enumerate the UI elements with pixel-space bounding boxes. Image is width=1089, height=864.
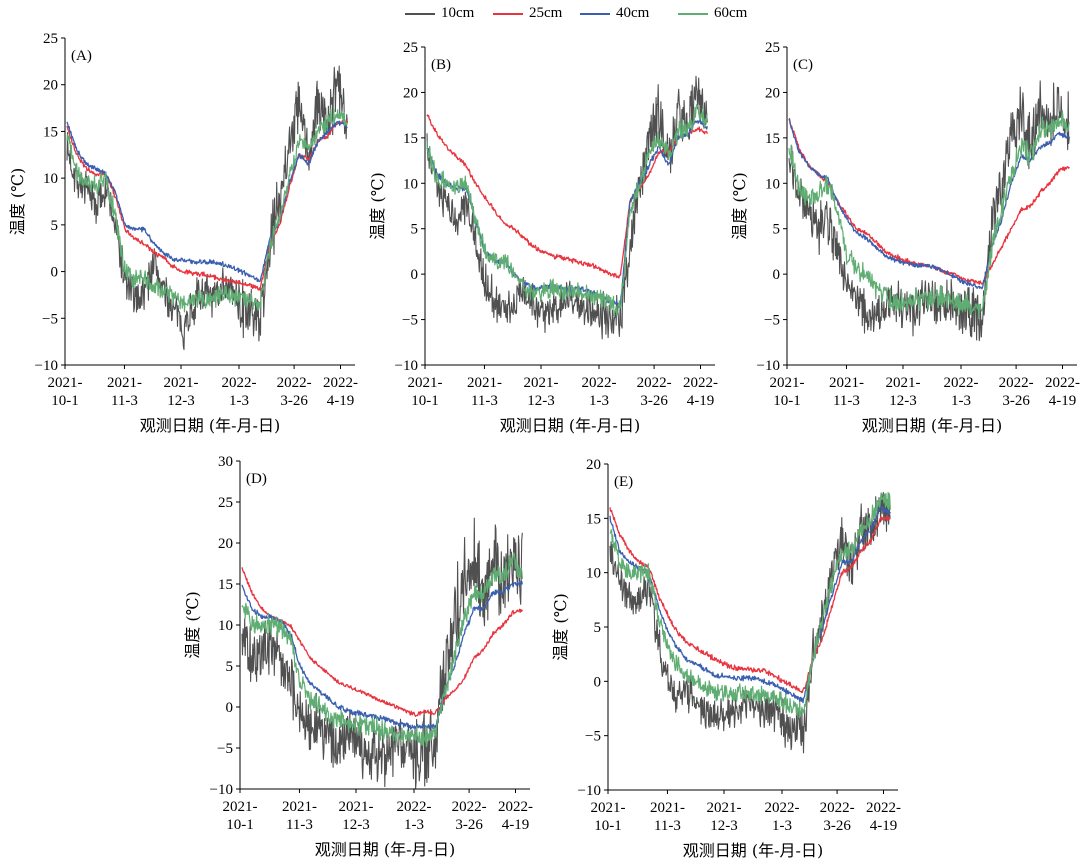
x-tick-label: 2022-1-3 — [222, 375, 257, 409]
x-tick-label: 2022-3-26 — [277, 375, 312, 409]
x-tick-label: 2021-10-1 — [223, 799, 258, 833]
y-tick-label: 0 — [773, 267, 781, 283]
series-line-10cm — [67, 66, 347, 349]
x-tick-label: 2021-11-3 — [282, 799, 317, 833]
x-tick-label: 2021-12-3 — [339, 799, 374, 833]
y-tick-label: 25 — [218, 495, 233, 511]
y-tick-label: 10 — [586, 566, 601, 582]
y-tick-label: 10 — [765, 176, 780, 192]
x-axis-title: 观测日期 (年-月-日) — [315, 840, 455, 859]
series-line-40cm — [610, 507, 890, 703]
x-tick-label: 2021-12-3 — [886, 375, 921, 409]
x-tick-label: 2022-3-26 — [637, 375, 672, 409]
y-tick-label: 0 — [51, 265, 59, 281]
y-tick-label: −5 — [585, 729, 601, 745]
series-line-10cm — [610, 492, 890, 753]
x-tick-label: 2021-10-1 — [591, 800, 626, 834]
series-line-25cm — [610, 507, 890, 692]
x-tick-label: 2022-3-26 — [452, 799, 487, 833]
y-tick-label: 15 — [403, 131, 418, 147]
chart-panel: −10 −5 0 5 10 15 20 25 2021-10-1 2021-11-3 2021-12… — [730, 40, 1080, 435]
y-tick-label: −5 — [217, 741, 233, 757]
y-tick-label: 25 — [43, 31, 58, 47]
panel-label: (D) — [246, 471, 267, 487]
y-tick-label: 0 — [411, 267, 419, 283]
x-tick-label: 2021-11-3 — [467, 375, 502, 409]
x-tick-label: 2021-10-1 — [48, 375, 83, 409]
x-tick-label: 2022-4-19 — [323, 375, 358, 409]
panel-label: (E) — [614, 474, 633, 490]
chart-panel: −10 −5 0 5 10 15 20 25 2021-10-1 2021-11-3 2021-12… — [8, 31, 358, 435]
y-tick-label: 5 — [51, 218, 59, 234]
x-tick-label: 2022-4-19 — [866, 800, 901, 834]
x-axis-title: 观测日期 (年-月-日) — [862, 416, 1002, 435]
panel-label: (A) — [71, 48, 92, 64]
x-tick-label: 2022-1-3 — [582, 375, 617, 409]
y-tick-label: −10 — [210, 782, 233, 798]
y-axis-title: 温度 (℃) — [551, 593, 570, 660]
x-tick-label: 2021-12-3 — [707, 800, 742, 834]
x-tick-label: 2022-4-19 — [1045, 375, 1080, 409]
y-axis-title: 温度 (℃) — [8, 168, 27, 235]
y-tick-label: 20 — [43, 78, 58, 94]
y-tick-label: 5 — [411, 222, 419, 238]
y-tick-label: 15 — [43, 124, 58, 140]
y-tick-label: 15 — [218, 577, 233, 593]
y-tick-label: 0 — [226, 700, 234, 716]
y-axis-title: 温度 (℃) — [730, 172, 749, 239]
y-tick-label: −10 — [757, 358, 780, 374]
x-tick-label: 2021-10-1 — [408, 375, 443, 409]
y-tick-label: −10 — [578, 783, 601, 799]
x-tick-label: 2021-12-3 — [164, 375, 199, 409]
y-tick-label: 20 — [403, 85, 418, 101]
y-tick-label: 20 — [586, 457, 601, 473]
x-tick-label: 2021-11-3 — [650, 800, 685, 834]
y-tick-label: 30 — [218, 454, 233, 470]
y-axis-title: 温度 (℃) — [183, 591, 202, 658]
y-tick-label: 15 — [586, 511, 601, 527]
y-tick-label: 5 — [594, 620, 602, 636]
x-tick-label: 2022-1-3 — [397, 799, 432, 833]
y-tick-label: 0 — [594, 674, 602, 690]
chart-panel: −10 −5 0 5 10 15 20 25 2021-10-1 2021-11-3 2021-12… — [368, 40, 718, 435]
y-tick-label: 10 — [218, 618, 233, 634]
y-tick-label: −10 — [395, 358, 418, 374]
chart-panel: −10 −5 0 5 10 15 20 25 30 2021-10-1 2021-11-3 2021-… — [183, 454, 533, 859]
x-tick-label: 2021-11-3 — [829, 375, 864, 409]
x-tick-label: 2022-3-26 — [820, 800, 855, 834]
x-tick-label: 2021-12-3 — [524, 375, 559, 409]
y-tick-label: 10 — [403, 176, 418, 192]
y-tick-label: 5 — [773, 222, 781, 238]
x-tick-label: 2021-11-3 — [107, 375, 142, 409]
y-tick-label: 25 — [765, 40, 780, 56]
y-tick-label: 5 — [226, 659, 234, 675]
x-axis-title: 观测日期 (年-月-日) — [500, 416, 640, 435]
panel-label: (C) — [793, 57, 813, 73]
y-tick-label: 20 — [765, 85, 780, 101]
series-line-10cm — [427, 76, 707, 339]
y-tick-label: 20 — [218, 536, 233, 552]
y-tick-label: 15 — [765, 131, 780, 147]
panel-label: (B) — [431, 57, 451, 73]
x-axis-title: 观测日期 (年-月-日) — [683, 841, 823, 860]
y-tick-label: −10 — [35, 358, 58, 374]
x-tick-label: 2021-10-1 — [770, 375, 805, 409]
y-tick-label: −5 — [42, 311, 58, 327]
y-tick-label: 25 — [403, 40, 418, 56]
series-line-60cm — [610, 493, 890, 718]
y-tick-label: −5 — [402, 313, 418, 329]
x-tick-label: 2022-4-19 — [683, 375, 718, 409]
x-tick-label: 2022-1-3 — [765, 800, 800, 834]
x-tick-label: 2022-1-3 — [944, 375, 979, 409]
y-axis-title: 温度 (℃) — [368, 172, 387, 239]
x-axis-title: 观测日期 (年-月-日) — [140, 416, 280, 435]
x-tick-label: 2022-3-26 — [999, 375, 1034, 409]
chart-panel: −10 −5 0 5 10 15 20 2021-10-1 2021-11-3 2021-12-3… — [551, 457, 901, 860]
y-tick-label: 10 — [43, 171, 58, 187]
y-tick-label: −5 — [764, 313, 780, 329]
x-tick-label: 2022-4-19 — [498, 799, 533, 833]
